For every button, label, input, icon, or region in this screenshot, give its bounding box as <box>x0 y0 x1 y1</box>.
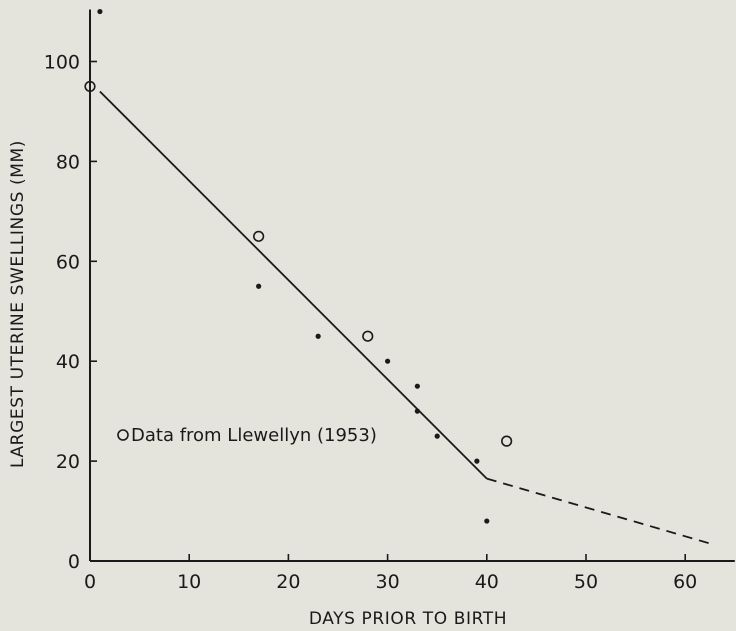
x-axis-title: DAYS PRIOR TO BIRTH <box>309 609 507 629</box>
data-point-filled <box>414 408 420 414</box>
x-tick-label: 40 <box>475 571 499 593</box>
data-point-filled <box>97 8 103 15</box>
y-tick-label: 20 <box>56 451 80 473</box>
y-tick-label: 100 <box>44 52 80 74</box>
legend-open-circle-marker <box>117 429 129 441</box>
data-point-filled <box>434 433 440 439</box>
data-point-filled <box>474 458 480 464</box>
data-point-filled <box>256 283 262 289</box>
y-axis-title: LARGEST UTERINE SWELLINGS (MM) <box>8 140 28 468</box>
fit-lines <box>99 90 711 545</box>
data-point-filled <box>385 358 391 364</box>
fit-line-dashed <box>486 477 711 545</box>
ticks: 0 10 20 30 40 50 60 0 20 40 60 80 100 <box>44 52 698 594</box>
data-point-filled <box>414 383 420 389</box>
y-tick-label: 40 <box>56 351 80 373</box>
data-point-open-circle <box>501 435 513 447</box>
axes <box>89 9 735 562</box>
fit-line-solid <box>99 90 488 480</box>
y-tick-label: 80 <box>56 151 80 173</box>
y-tick-label: 60 <box>56 251 80 273</box>
legend: Data from Llewellyn (1953) <box>117 425 377 446</box>
x-tick-label: 0 <box>84 571 96 593</box>
x-tick-label: 30 <box>376 571 400 593</box>
legend-label: Data from Llewellyn (1953) <box>131 425 377 446</box>
data-point-open-circle <box>362 330 374 342</box>
y-tick-label: 0 <box>68 551 80 573</box>
x-tick-label: 20 <box>276 571 300 593</box>
data-point-open-circle <box>253 230 265 242</box>
data-point-open-circle <box>84 80 96 93</box>
x-tick-label: 50 <box>574 571 598 593</box>
x-tick-label: 10 <box>177 571 201 593</box>
x-tick-label: 60 <box>673 571 697 593</box>
data-point-filled <box>315 333 321 339</box>
data-point-filled <box>484 518 490 524</box>
data-points <box>84 8 513 524</box>
